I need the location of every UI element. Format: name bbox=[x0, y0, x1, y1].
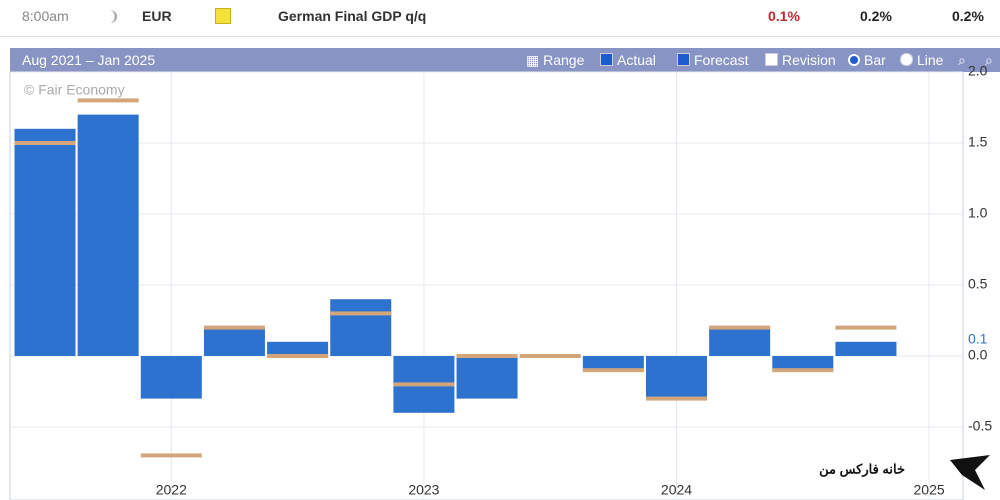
bar bbox=[203, 327, 265, 356]
forecast-marker bbox=[267, 354, 329, 358]
toolbar: Aug 2021 – Jan 2025 ▦ Range Actual Forec… bbox=[10, 48, 1000, 72]
checkbox bbox=[600, 53, 613, 66]
forecast-marker bbox=[772, 368, 834, 373]
forecast-marker bbox=[646, 396, 707, 401]
bar bbox=[646, 356, 707, 399]
forecast-marker bbox=[14, 141, 76, 145]
bar bbox=[835, 341, 897, 356]
x-tick-label: 2022 bbox=[156, 482, 187, 498]
range-button[interactable]: ▦ Range bbox=[526, 52, 585, 68]
currency: EUR bbox=[142, 8, 172, 24]
line-toggle[interactable]: Line bbox=[900, 52, 943, 68]
previous: 0.2% bbox=[952, 8, 984, 24]
bar bbox=[330, 299, 392, 356]
zoom-out[interactable]: ⌕ bbox=[985, 52, 993, 68]
x-tick-label: 2023 bbox=[408, 482, 439, 498]
revision-label: Revision bbox=[782, 52, 836, 68]
bar bbox=[456, 356, 518, 399]
forecast: 0.2% bbox=[860, 8, 892, 24]
range-label: Range bbox=[543, 52, 585, 68]
sound-icon: ❩ bbox=[108, 8, 120, 24]
forecast-marker bbox=[456, 354, 518, 358]
actual-label: Actual bbox=[617, 52, 656, 68]
bar bbox=[582, 356, 644, 371]
forecast-marker bbox=[330, 311, 392, 316]
bar-toggle[interactable]: Bar bbox=[848, 52, 886, 68]
revision-toggle[interactable]: Revision bbox=[765, 52, 836, 68]
zoom-in[interactable]: ⌕ bbox=[958, 52, 966, 68]
actual-toggle[interactable]: Actual bbox=[600, 52, 656, 68]
y-tick-label: 1.5 bbox=[968, 134, 988, 150]
y-tick-label: 0.0 bbox=[968, 347, 988, 363]
highlight-tick: 0.1 bbox=[968, 331, 988, 347]
forecast-marker bbox=[519, 354, 581, 358]
time: 8:00am bbox=[22, 8, 69, 24]
logo-icon bbox=[950, 455, 990, 490]
bar-label: Bar bbox=[864, 52, 886, 68]
x-tick-label: 2024 bbox=[661, 482, 692, 498]
logo-text: خانه فارکس من bbox=[819, 461, 905, 477]
impact-icon bbox=[215, 8, 231, 24]
y-tick-label: 0.5 bbox=[968, 276, 988, 292]
forecast-marker bbox=[77, 98, 139, 103]
forecast-marker bbox=[582, 368, 644, 373]
forecast-marker bbox=[203, 325, 265, 330]
line-label: Line bbox=[917, 52, 944, 68]
radio bbox=[900, 53, 913, 66]
bar bbox=[14, 128, 76, 356]
y-tick-label: 1.0 bbox=[968, 205, 988, 221]
bar bbox=[772, 356, 834, 371]
actual: 0.1% bbox=[768, 8, 800, 24]
watermark: © Fair Economy bbox=[24, 82, 125, 98]
radio bbox=[848, 54, 860, 66]
range-text: Aug 2021 – Jan 2025 bbox=[22, 52, 156, 68]
checkbox bbox=[765, 53, 778, 66]
divider bbox=[0, 36, 1000, 37]
forecast-marker bbox=[140, 453, 202, 458]
bar bbox=[140, 356, 202, 399]
event: German Final GDP q/q bbox=[278, 8, 427, 24]
bar bbox=[709, 327, 771, 356]
checkbox bbox=[677, 53, 690, 66]
y-tick-label: 2.0 bbox=[968, 63, 988, 79]
forecast-toggle[interactable]: Forecast bbox=[677, 52, 748, 68]
x-tick-label: 2025 bbox=[914, 482, 945, 498]
plot-frame bbox=[9, 71, 964, 500]
forecast-marker bbox=[709, 325, 771, 330]
y-tick-label: -0.5 bbox=[968, 418, 992, 434]
forecast-marker bbox=[835, 325, 897, 330]
bar bbox=[267, 341, 329, 356]
forecast-marker bbox=[393, 382, 455, 387]
forecast-label: Forecast bbox=[694, 52, 749, 68]
bar bbox=[77, 114, 139, 356]
